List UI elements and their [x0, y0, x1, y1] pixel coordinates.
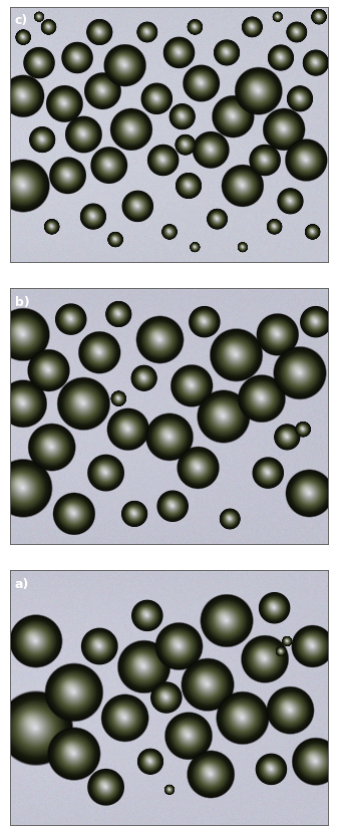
Text: a): a)	[15, 578, 29, 591]
Text: c): c)	[15, 14, 28, 27]
Text: b): b)	[15, 296, 30, 309]
